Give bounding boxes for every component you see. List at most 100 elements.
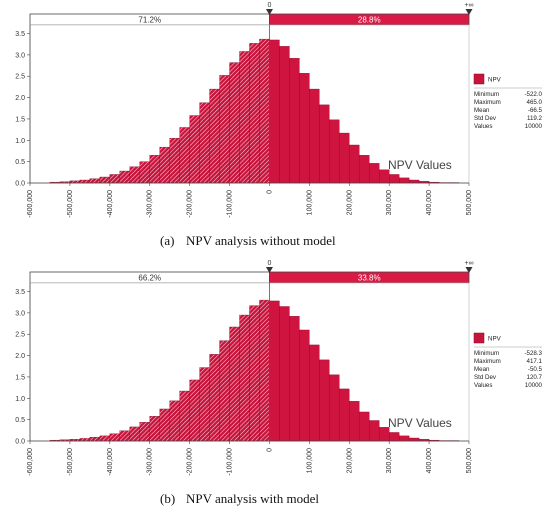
histogram-bar [289,316,300,442]
histogram-bar [89,178,101,184]
y-tick-label: 3.5 [15,31,25,38]
y-tick-label: 0.0 [15,439,25,446]
stat-label: Mean [474,366,490,373]
histogram-bar [159,146,170,184]
histogram-bar [329,119,340,184]
histogram-bar [279,46,290,184]
stat-label: Minimum [474,91,499,98]
stat-label: Minimum [474,350,499,357]
stat-value: 10000 [525,382,543,389]
histogram-bar [369,163,380,184]
histogram-bar [109,433,120,442]
stat-label: Values [474,123,492,130]
y-tick-label: 0.5 [15,159,25,166]
y-tick-label: 0.5 [15,417,25,424]
histogram-bar [119,170,130,184]
histogram-bar [139,422,150,442]
x-tick-label: -300,000 [147,190,154,218]
x-tick-label: -600,000 [27,448,34,476]
y-tick-label: 3.0 [15,310,25,317]
histogram-bar [349,401,360,442]
caption-text: NPV analysis with model [186,491,319,506]
stat-value: 119.2 [527,115,543,122]
y-tick-label: 3.0 [15,52,25,59]
histogram-bar [339,132,350,184]
x-tick-label: 200,000 [346,448,353,473]
histogram-bar [349,144,360,184]
x-tick-label: 300,000 [386,190,393,215]
panel-label: (b) [160,491,175,506]
chart-panel-a: 71.2% 28.8% 0 +∞ 0.0 0.5 1.0 1.5 2.0 2.5 3.0 3.5 -60… [15,2,542,248]
x-tick-label: 0 [266,190,273,194]
pct-right-label: 33.8% [358,274,381,283]
x-tick-label: -100,000 [227,190,234,218]
histogram-bar [109,174,120,184]
histogram-bar [319,359,330,442]
histogram-bar [269,300,280,442]
annotation-label: NPV Values [388,416,452,430]
stat-label: Maximum [474,358,501,365]
histogram-bar [89,436,101,442]
x-tick-label: -400,000 [107,190,114,218]
marker-triangle [265,9,273,15]
histogram-bar [408,179,420,184]
marker-label: +∞ [464,260,473,267]
histogram-bar [249,305,260,442]
x-tick-label: 0 [266,448,273,452]
y-tick-label: 0.0 [15,181,25,188]
stat-value: -528.3 [524,350,542,357]
histogram-bar [269,39,280,184]
x-tick-label: -300,000 [147,448,154,476]
histogram-bar [359,411,370,442]
chart-panel-b: 66.2% 33.8% 0 +∞ 0.0 0.5 1.0 1.5 2.0 2.5 3.0 3.5 -60… [15,260,542,506]
histogram-bar [229,326,240,442]
pct-left-label: 66.2% [138,274,161,283]
y-tick-label: 2.0 [15,95,25,102]
marker-label: 0 [268,2,272,9]
x-tick-label: -200,000 [187,448,194,476]
histogram-bar [149,155,160,184]
histogram-bar [219,340,230,442]
caption-text: NPV analysis without model [186,233,336,248]
y-tick-label: 1.5 [15,116,25,123]
histogram-bar [199,367,210,442]
stat-label: Std Dev [474,374,497,381]
histogram-bar [329,374,340,442]
histogram-bar [129,166,140,184]
y-tick-label: 3.5 [15,289,25,296]
histogram-bar [299,73,310,184]
marker-triangle [265,267,273,273]
stat-value: -50.5 [528,366,543,373]
histogram-bar [169,137,180,184]
marker-triangle [465,267,473,273]
histogram-bar [209,88,220,184]
pct-right-label: 28.8% [358,16,381,25]
histogram-bar [309,344,320,442]
histogram-bar [139,161,150,184]
histogram-bar [279,306,290,442]
histogram-bar [359,155,370,184]
x-tick-label: 200,000 [346,190,353,215]
histogram-bar [398,177,410,184]
histogram-bar [119,430,130,442]
histogram-bar [149,416,160,442]
histogram-bar [239,314,250,442]
stat-value: -522.0 [524,91,542,98]
x-tick-label: 100,000 [306,190,313,215]
x-tick-label: -600,000 [27,190,34,218]
histogram-bar [129,426,140,442]
legend-swatch [473,332,485,344]
stat-value: -66.5 [528,107,543,114]
histogram-bar [189,115,200,184]
x-tick-label: 300,000 [386,448,393,473]
histogram-bar [249,43,260,184]
panel-label: (a) [160,233,174,248]
stat-label: Values [474,382,492,389]
stat-value: 465.0 [527,99,543,106]
legend-swatch [473,73,485,85]
histogram-bar [179,127,190,184]
histogram-bar [289,58,300,184]
histogram-bar [229,62,240,184]
histogram-bar [299,329,310,442]
